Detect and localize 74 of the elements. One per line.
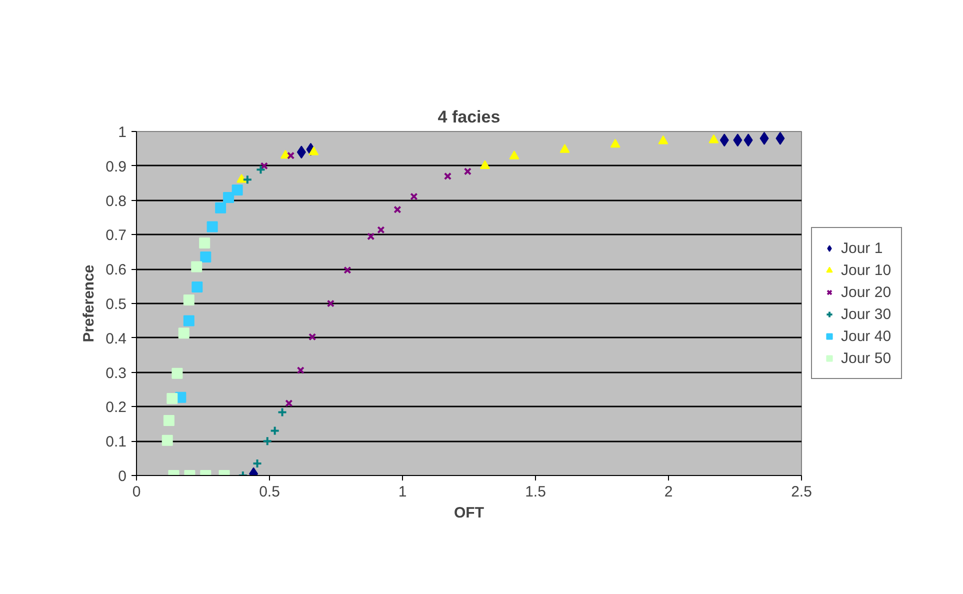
point	[464, 168, 472, 176]
point	[162, 434, 173, 446]
point	[610, 138, 620, 148]
point	[277, 407, 288, 418]
y-tick-label: 0.4	[106, 330, 127, 348]
point	[296, 366, 304, 374]
point	[256, 164, 266, 175]
point	[326, 300, 335, 308]
y-tick-label: 0.9	[106, 158, 127, 176]
point	[192, 281, 203, 292]
y-tick-label: 0.6	[106, 262, 127, 279]
y-tick-label: 0.1	[106, 434, 127, 451]
point	[286, 152, 295, 160]
point	[166, 392, 178, 404]
x-tick-label: 0	[132, 484, 141, 500]
point	[344, 266, 352, 274]
point	[410, 192, 418, 200]
x-tick-label: 1	[398, 484, 407, 500]
point	[252, 458, 262, 468]
point	[444, 172, 452, 180]
x-tick-label: 2	[664, 484, 673, 500]
point	[270, 426, 280, 436]
point	[163, 414, 174, 426]
legend-label: Jour 10	[841, 262, 892, 278]
point	[242, 174, 252, 185]
point	[509, 150, 520, 160]
legend-label: Jour 50	[841, 350, 892, 366]
point	[200, 252, 212, 263]
x-tick-label: 1.5	[525, 484, 546, 500]
point	[172, 368, 183, 379]
point	[191, 261, 202, 272]
point	[480, 160, 490, 169]
legend-label: Jour 30	[841, 306, 892, 322]
point	[296, 146, 306, 159]
point	[260, 162, 268, 170]
point	[708, 134, 719, 144]
legend-label: Jour 40	[841, 328, 892, 344]
y-tick-label: 0.7	[106, 227, 127, 244]
point	[744, 134, 753, 147]
y-tick-label: 0.2	[106, 399, 127, 416]
point	[394, 206, 402, 214]
point	[367, 232, 375, 240]
point	[308, 146, 319, 156]
point	[183, 315, 194, 326]
y-tick-label: 0.8	[106, 192, 127, 210]
point	[560, 144, 570, 153]
point	[215, 202, 226, 214]
y-tick-label: 0.5	[106, 296, 127, 313]
point	[232, 184, 243, 196]
point	[262, 436, 272, 446]
y-axis-title: Preference	[80, 264, 98, 342]
y-tick-label: 1	[118, 124, 126, 141]
point	[658, 135, 668, 144]
y-tick-label: 0.3	[106, 364, 127, 382]
y-tick-label: 0	[118, 468, 126, 485]
point	[720, 134, 729, 147]
point	[236, 174, 247, 183]
point	[377, 226, 385, 234]
legend-label: Jour 20	[841, 284, 892, 300]
point	[183, 294, 194, 306]
point	[199, 237, 210, 248]
point	[760, 132, 769, 145]
point	[733, 134, 742, 147]
point	[178, 328, 190, 339]
x-tick-label: 0.5	[259, 484, 280, 500]
point	[776, 132, 785, 145]
point	[206, 221, 218, 232]
legend-label: Jour 1	[841, 240, 883, 256]
x-axis-title: OFT	[454, 504, 484, 522]
chart-title: 4 facies	[438, 108, 500, 126]
x-tick-label: 2.5	[791, 484, 812, 500]
point	[285, 399, 293, 408]
point	[223, 192, 234, 204]
point	[308, 333, 316, 341]
